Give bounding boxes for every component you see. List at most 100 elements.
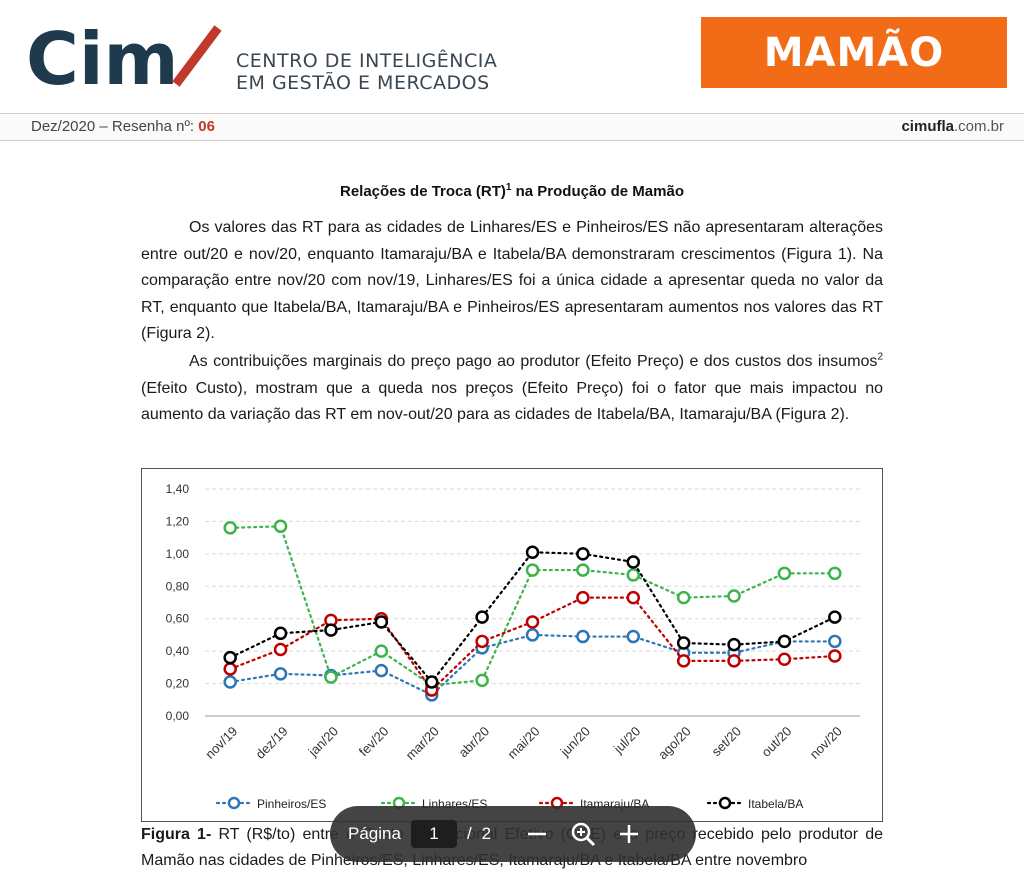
data-point xyxy=(424,675,439,689)
data-point xyxy=(273,626,288,641)
logo-text: Cim xyxy=(26,22,179,92)
data-point xyxy=(273,519,288,534)
y-tick-label: 0,40 xyxy=(166,644,190,658)
issue-number: 06 xyxy=(198,118,215,135)
x-tick-label: set/20 xyxy=(709,724,745,760)
zoom-out-icon xyxy=(528,832,547,836)
y-tick-label: 1,00 xyxy=(166,547,190,561)
data-point xyxy=(576,629,590,644)
legend-marker xyxy=(718,796,732,810)
y-tick-label: 1,20 xyxy=(166,514,190,528)
data-point xyxy=(475,673,489,688)
data-point xyxy=(626,629,641,644)
data-point xyxy=(727,637,741,652)
org-name-line2: EM GESTÃO E MERCADOS xyxy=(236,72,490,94)
x-tick-label: dez/19 xyxy=(252,724,290,762)
site-name-bold: cimufla xyxy=(901,118,954,135)
x-tick-label: mai/20 xyxy=(504,724,542,762)
section-title: Relações de Troca (RT)1 na Produção de M… xyxy=(0,182,1024,200)
data-point xyxy=(576,563,590,577)
x-tick-label: jun/20 xyxy=(557,724,593,760)
data-point xyxy=(828,610,842,624)
zoom-in-icon xyxy=(571,822,596,846)
logo-accent-stroke xyxy=(172,25,222,87)
legend-label: Itabela/BA xyxy=(748,797,803,811)
y-tick-label: 0,60 xyxy=(166,612,190,626)
paragraph-2-part-a: As contribuições marginais do preço pago… xyxy=(189,353,878,370)
data-point xyxy=(223,521,237,535)
y-tick-label: 0,00 xyxy=(166,709,190,723)
section-title-main: Relações de Troca (RT) xyxy=(340,183,506,200)
issue-info: Dez/2020 – Resenha nº: 06 xyxy=(31,118,215,135)
paragraph-2-footnote: 2 xyxy=(877,351,883,363)
current-page-input[interactable]: 1 xyxy=(410,820,457,848)
data-point xyxy=(475,634,489,649)
figure-1-chart: 0,00 0,20 0,40 0,60 0,80 1,00 1,20 1,40 nov/19 de… xyxy=(141,468,883,822)
line-chart-svg: 0,00 0,20 0,40 0,60 0,80 1,00 1,20 1,40 nov/19 de… xyxy=(166,482,860,811)
data-point xyxy=(525,628,540,642)
site-link[interactable]: cimufla.com.br xyxy=(901,118,1004,135)
data-point xyxy=(777,634,792,649)
data-point xyxy=(828,634,842,649)
y-tick-label: 0,20 xyxy=(166,677,190,691)
organization-name: CENTRO DE INTELIGÊNCIA EM GESTÃO E MERCA… xyxy=(236,50,497,94)
data-point xyxy=(475,610,489,624)
data-point xyxy=(676,590,691,605)
data-point xyxy=(223,650,237,665)
plus-icon xyxy=(620,825,639,843)
site-domain: .com.br xyxy=(953,118,1004,135)
data-point xyxy=(525,545,540,559)
data-point xyxy=(828,566,842,581)
section-title-footnote: 1 xyxy=(505,182,512,193)
data-point xyxy=(525,615,540,629)
data-point xyxy=(324,623,338,637)
x-tick-label: ago/20 xyxy=(655,724,694,763)
data-point xyxy=(374,615,389,629)
x-tick-label: jul/20 xyxy=(610,724,643,757)
legend-label: Pinheiros/ES xyxy=(257,797,326,811)
paragraph-1: Os valores das RT para as cidades de Lin… xyxy=(141,219,883,342)
y-tick-label: 0,80 xyxy=(166,579,190,593)
zoom-out-button[interactable] xyxy=(517,814,557,854)
data-point xyxy=(626,568,641,582)
add-button[interactable] xyxy=(609,814,649,854)
data-point xyxy=(727,589,741,603)
data-point xyxy=(576,547,590,561)
legend-marker xyxy=(227,796,241,810)
x-tick-label: mar/20 xyxy=(403,724,442,763)
data-point xyxy=(576,590,590,605)
data-point xyxy=(273,642,288,657)
caption-label: Figura 1- xyxy=(141,826,212,843)
issue-meta-bar: Dez/2020 – Resenha nº: 06 cimufla.com.br xyxy=(0,113,1024,141)
data-point xyxy=(676,636,691,650)
data-point xyxy=(727,654,741,668)
data-point xyxy=(374,644,389,658)
data-point xyxy=(324,670,338,684)
product-banner: MAMÃO xyxy=(701,17,1007,88)
data-point xyxy=(626,590,641,605)
x-tick-label: out/20 xyxy=(758,724,794,760)
paragraph-2-part-b: (Efeito Custo), mostram que a queda nos … xyxy=(141,379,883,424)
x-tick-label: nov/20 xyxy=(807,724,845,762)
paragraph-2: As contribuições marginais do preço pago… xyxy=(141,349,883,429)
data-point xyxy=(626,555,641,569)
total-pages: 2 xyxy=(481,824,492,843)
data-point xyxy=(273,667,288,681)
zoom-in-button[interactable] xyxy=(563,814,603,854)
cim-logo: Cim xyxy=(26,22,222,92)
data-point xyxy=(525,563,540,577)
x-tick-label: abr/20 xyxy=(456,724,493,761)
x-tick-label: fev/20 xyxy=(356,724,392,760)
y-tick-label: 1,40 xyxy=(166,482,190,496)
page-label: Página xyxy=(348,824,401,843)
x-tick-label: jan/20 xyxy=(305,724,341,760)
data-point xyxy=(223,662,237,676)
data-point xyxy=(223,675,237,689)
data-point xyxy=(777,566,792,581)
pdf-viewer-toolbar: Página 1 / 2 xyxy=(330,806,696,862)
data-point xyxy=(777,652,792,666)
data-point xyxy=(676,654,691,668)
section-title-rest: na Produção de Mamão xyxy=(511,183,684,200)
org-name-line1: CENTRO DE INTELIGÊNCIA xyxy=(236,50,498,72)
page-separator: / xyxy=(466,824,472,843)
